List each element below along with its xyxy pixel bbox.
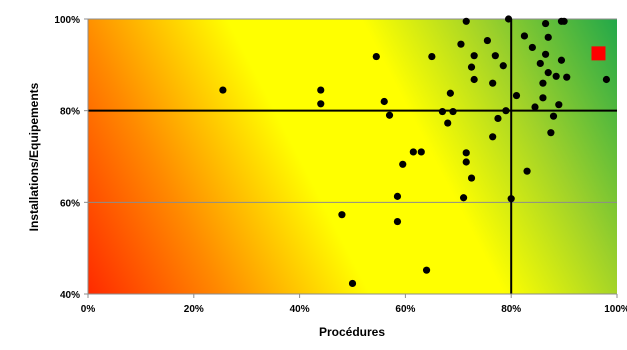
data-point bbox=[422, 266, 431, 274]
x-tick-label: 20% bbox=[184, 304, 204, 315]
x-axis-title: Procédures bbox=[319, 325, 385, 339]
data-point bbox=[520, 32, 529, 40]
data-point bbox=[489, 133, 497, 141]
x-tick-label: 60% bbox=[395, 304, 415, 315]
y-tick-label: 40% bbox=[60, 290, 80, 301]
data-point bbox=[467, 174, 476, 182]
data-point bbox=[417, 148, 425, 156]
data-point bbox=[489, 79, 497, 87]
axes: 0% 20% 40% 60% 80% 100% 40% 60% 80% 100% bbox=[54, 15, 627, 315]
data-point bbox=[541, 19, 550, 28]
data-point bbox=[449, 107, 457, 116]
data-points bbox=[219, 15, 611, 288]
data-point bbox=[544, 69, 552, 77]
data-point bbox=[560, 17, 568, 25]
data-point bbox=[317, 86, 325, 94]
data-point bbox=[385, 111, 394, 119]
data-point bbox=[523, 167, 531, 175]
data-point bbox=[470, 75, 478, 84]
y-axis-title: Installations/Equipements bbox=[27, 82, 41, 231]
y-tick-label: 60% bbox=[60, 198, 80, 209]
data-point bbox=[544, 33, 552, 41]
data-point bbox=[399, 160, 407, 168]
data-point bbox=[462, 17, 470, 25]
data-point bbox=[512, 91, 521, 100]
data-point bbox=[462, 149, 470, 157]
data-point bbox=[470, 52, 478, 60]
data-point bbox=[494, 114, 502, 123]
x-tick-label: 100% bbox=[604, 304, 627, 315]
data-point bbox=[483, 36, 491, 45]
data-point bbox=[555, 101, 563, 109]
y-tick-label: 100% bbox=[54, 15, 80, 26]
x-tick-label: 40% bbox=[290, 304, 310, 315]
data-point bbox=[504, 15, 513, 23]
data-point bbox=[459, 194, 468, 202]
x-tick-label: 80% bbox=[501, 304, 521, 315]
data-point bbox=[467, 63, 476, 71]
data-point bbox=[380, 97, 388, 106]
data-point bbox=[462, 158, 470, 166]
data-point bbox=[563, 73, 571, 81]
data-point bbox=[438, 107, 447, 116]
data-point bbox=[444, 119, 452, 127]
data-point bbox=[446, 89, 454, 97]
data-point bbox=[457, 40, 465, 48]
data-point bbox=[338, 211, 346, 219]
data-point bbox=[428, 52, 436, 61]
data-point bbox=[536, 59, 544, 68]
plot-background bbox=[88, 19, 617, 294]
gridlines bbox=[88, 18, 617, 203]
data-point bbox=[502, 107, 510, 115]
data-point bbox=[547, 129, 555, 137]
reference-lines bbox=[88, 19, 617, 294]
x-tick-label: 0% bbox=[81, 304, 96, 315]
data-point bbox=[409, 148, 417, 156]
data-point bbox=[552, 72, 560, 80]
data-point bbox=[557, 56, 566, 64]
data-point bbox=[528, 43, 536, 52]
data-point bbox=[541, 50, 550, 58]
y-tick-label: 80% bbox=[60, 107, 80, 118]
data-point bbox=[219, 86, 227, 94]
data-point bbox=[372, 52, 380, 61]
data-point bbox=[317, 100, 325, 108]
data-point bbox=[602, 75, 611, 84]
data-point bbox=[393, 217, 402, 226]
data-point bbox=[539, 94, 547, 102]
highlight-point bbox=[591, 46, 606, 61]
data-point bbox=[393, 192, 402, 200]
data-point bbox=[507, 195, 515, 203]
data-point bbox=[539, 79, 547, 87]
data-point bbox=[549, 112, 558, 120]
data-point bbox=[491, 52, 499, 60]
data-point bbox=[348, 279, 357, 288]
data-point bbox=[499, 62, 507, 70]
data-point bbox=[531, 103, 539, 111]
